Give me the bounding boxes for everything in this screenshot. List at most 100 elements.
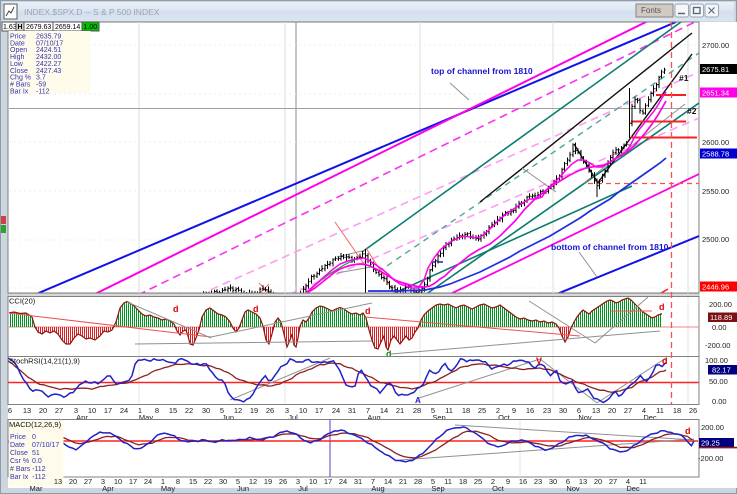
- svg-text:CCI(20): CCI(20): [9, 297, 36, 306]
- svg-text:28: 28: [414, 477, 422, 486]
- svg-text:21: 21: [399, 477, 407, 486]
- svg-text:3: 3: [101, 477, 105, 486]
- svg-text:Close: Close: [10, 450, 28, 457]
- svg-text:2: 2: [491, 477, 495, 486]
- svg-text:20: 20: [594, 477, 602, 486]
- svg-text:V: V: [536, 356, 542, 366]
- svg-text:Fonts: Fonts: [641, 6, 661, 15]
- svg-text:5: 5: [431, 477, 435, 486]
- svg-text:16: 16: [519, 477, 527, 486]
- svg-text:Oct: Oct: [492, 484, 505, 493]
- svg-text:Jun: Jun: [222, 413, 234, 422]
- svg-text:2424.51: 2424.51: [36, 47, 61, 54]
- svg-text:2588.78: 2588.78: [702, 150, 729, 159]
- svg-text:6: 6: [577, 406, 581, 415]
- svg-text:Date: Date: [10, 40, 25, 47]
- svg-text:17: 17: [129, 477, 137, 486]
- svg-text:17: 17: [324, 477, 332, 486]
- svg-text:Sep: Sep: [431, 484, 444, 493]
- svg-text:10: 10: [309, 477, 317, 486]
- svg-text:-112: -112: [32, 466, 46, 473]
- svg-text:Mar: Mar: [30, 484, 43, 493]
- svg-text:20: 20: [39, 406, 47, 415]
- svg-text:2635.79: 2635.79: [36, 34, 61, 41]
- svg-text:H: H: [18, 24, 23, 31]
- svg-text:2550.00: 2550.00: [702, 187, 729, 196]
- svg-text:7: 7: [371, 477, 375, 486]
- svg-text:0.00: 0.00: [712, 323, 727, 332]
- svg-text:17: 17: [104, 406, 112, 415]
- svg-text:30: 30: [219, 477, 227, 486]
- svg-text:14: 14: [380, 406, 388, 415]
- svg-text:24: 24: [120, 406, 128, 415]
- svg-text:1.63: 1.63: [3, 24, 17, 31]
- svg-text:22: 22: [204, 477, 212, 486]
- svg-text:19: 19: [264, 477, 272, 486]
- svg-text:5: 5: [431, 406, 435, 415]
- svg-text:28: 28: [413, 406, 421, 415]
- svg-text:25: 25: [478, 406, 486, 415]
- svg-text:200.00: 200.00: [701, 423, 724, 432]
- svg-text:Close: Close: [10, 68, 28, 75]
- svg-text:4: 4: [626, 477, 630, 486]
- svg-text:Price: Price: [10, 434, 26, 441]
- svg-text:27: 27: [624, 406, 632, 415]
- svg-text:51: 51: [32, 450, 40, 457]
- svg-text:24: 24: [332, 406, 340, 415]
- svg-text:27: 27: [609, 477, 617, 486]
- svg-text:Nov: Nov: [578, 413, 592, 422]
- svg-text:11: 11: [639, 477, 647, 486]
- svg-text:07/10/17: 07/10/17: [32, 442, 59, 449]
- svg-text:10: 10: [114, 477, 122, 486]
- svg-text:-200.00: -200.00: [705, 341, 730, 350]
- svg-text:18: 18: [459, 477, 467, 486]
- svg-text:May: May: [161, 484, 175, 493]
- svg-text:2422.27: 2422.27: [36, 61, 61, 68]
- svg-text:Low: Low: [10, 61, 24, 68]
- svg-text:15: 15: [189, 477, 197, 486]
- svg-text:30: 30: [202, 406, 210, 415]
- svg-text:30: 30: [549, 477, 557, 486]
- svg-text:23: 23: [534, 477, 542, 486]
- svg-text:5: 5: [220, 406, 224, 415]
- svg-text:Chg %: Chg %: [10, 75, 31, 82]
- svg-text:d: d: [659, 302, 665, 312]
- svg-text:2600.00: 2600.00: [702, 138, 729, 147]
- svg-text:INDEX.$SPX.D -- S & P 500 INDE: INDEX.$SPX.D -- S & P 500 INDEX: [24, 7, 160, 17]
- svg-text:Sep: Sep: [432, 413, 445, 422]
- svg-text:12: 12: [249, 477, 257, 486]
- svg-text:d: d: [173, 304, 179, 314]
- svg-text:top of channel from 1810: top of channel from 1810: [431, 66, 533, 76]
- svg-text:Date: Date: [10, 442, 25, 449]
- svg-text:Jul: Jul: [288, 413, 298, 422]
- svg-text:d: d: [365, 306, 371, 316]
- svg-text:0.0: 0.0: [32, 458, 42, 465]
- svg-text:Jun: Jun: [237, 484, 249, 493]
- svg-text:Bar Ix: Bar Ix: [10, 474, 29, 481]
- svg-text:118.89: 118.89: [710, 313, 732, 322]
- svg-text:Oct: Oct: [498, 413, 511, 422]
- svg-text:9: 9: [506, 477, 510, 486]
- svg-text:24: 24: [144, 477, 152, 486]
- svg-text:d: d: [386, 349, 392, 359]
- svg-text:A: A: [415, 396, 421, 405]
- svg-text:10: 10: [299, 406, 307, 415]
- svg-text:Nov: Nov: [566, 484, 580, 493]
- svg-text:18: 18: [673, 406, 681, 415]
- svg-text:07/10/17: 07/10/17: [36, 40, 63, 47]
- svg-text:26: 26: [266, 406, 274, 415]
- svg-text:Bar Ix: Bar Ix: [10, 88, 29, 95]
- svg-text:5: 5: [236, 477, 240, 486]
- svg-text:3: 3: [296, 477, 300, 486]
- svg-text:Dec: Dec: [626, 484, 640, 493]
- svg-text:22: 22: [185, 406, 193, 415]
- svg-text:19: 19: [250, 406, 258, 415]
- svg-text:14: 14: [384, 477, 392, 486]
- svg-text:d: d: [685, 426, 691, 436]
- svg-text:2700.00: 2700.00: [702, 41, 729, 50]
- svg-text:Dec: Dec: [643, 413, 657, 422]
- svg-text:3: 3: [285, 406, 289, 415]
- svg-text:20: 20: [608, 406, 616, 415]
- svg-text:2500.00: 2500.00: [702, 235, 729, 244]
- svg-text:d: d: [253, 304, 259, 314]
